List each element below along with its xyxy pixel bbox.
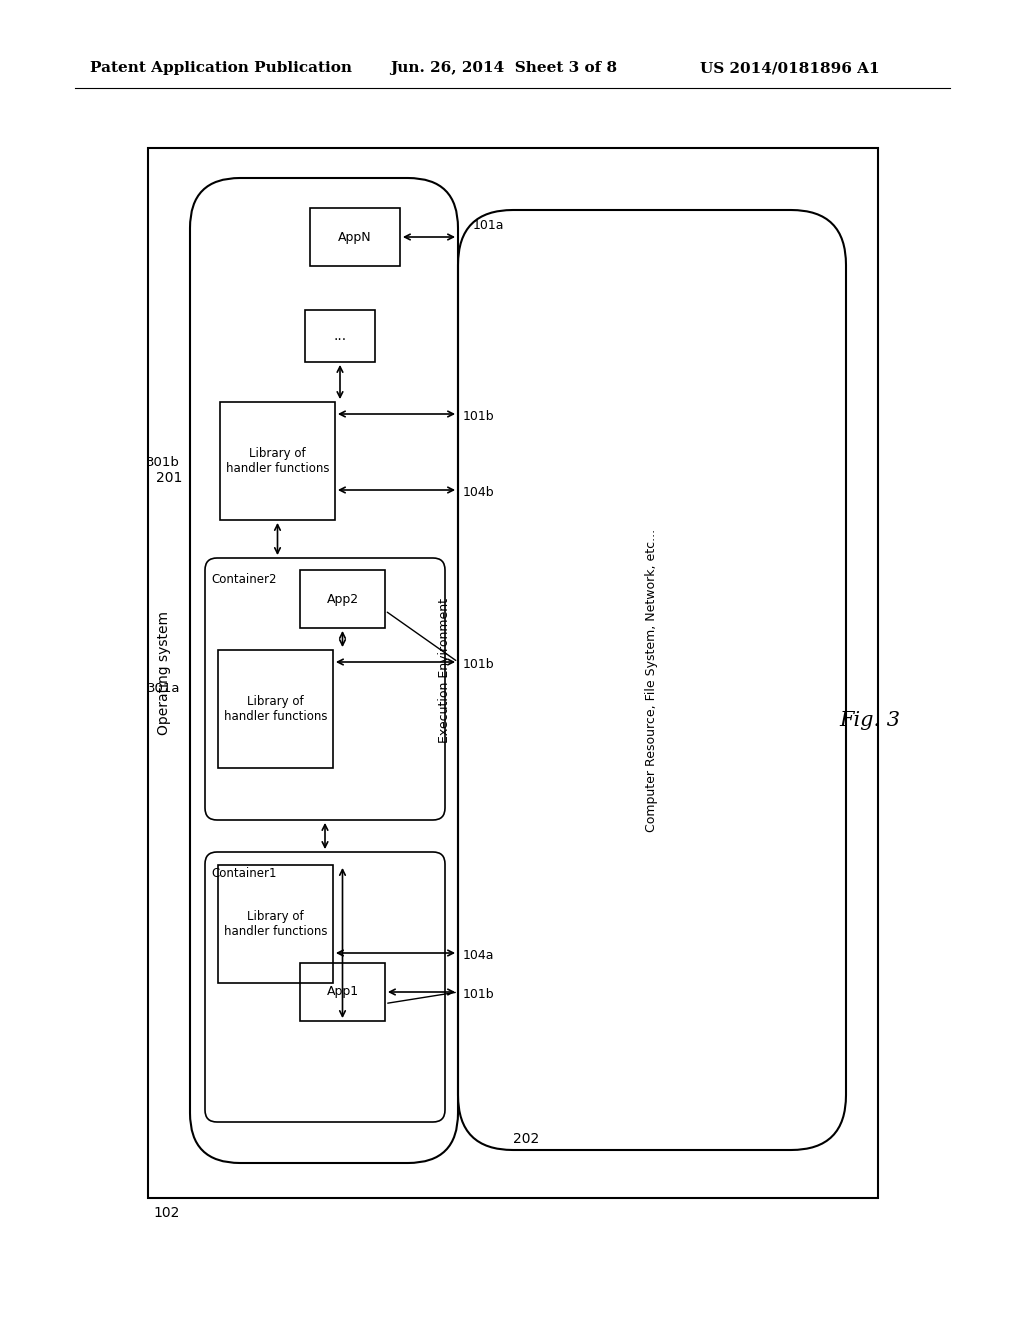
Text: Patent Application Publication: Patent Application Publication: [90, 61, 352, 75]
Bar: [300, 570, 385, 628]
Text: 101a: 101a: [473, 219, 505, 232]
Bar: [148, 148, 878, 1199]
Text: Operating system: Operating system: [157, 611, 171, 735]
Text: 101b: 101b: [463, 411, 495, 422]
Text: Container1: Container1: [211, 867, 276, 880]
Text: 201: 201: [156, 471, 182, 484]
Bar: [218, 649, 333, 768]
Text: App2: App2: [327, 593, 358, 606]
Text: 101b: 101b: [463, 657, 495, 671]
Text: 104b: 104b: [463, 486, 495, 499]
Text: Library of
handler functions: Library of handler functions: [224, 909, 328, 939]
Text: Container2: Container2: [211, 573, 276, 586]
Text: Execution Environment: Execution Environment: [437, 598, 451, 743]
Bar: [220, 403, 335, 520]
Text: 301b: 301b: [146, 455, 180, 469]
Text: 101b: 101b: [463, 987, 495, 1001]
Bar: [300, 964, 385, 1020]
Text: 301a: 301a: [146, 681, 180, 694]
Text: Library of
handler functions: Library of handler functions: [224, 696, 328, 723]
Text: ...: ...: [334, 329, 346, 343]
Text: Computer Resource, File System, Network, etc...: Computer Resource, File System, Network,…: [645, 528, 658, 832]
Text: App1: App1: [327, 986, 358, 998]
Text: AppN: AppN: [338, 231, 372, 243]
Text: 202: 202: [513, 1133, 540, 1146]
Text: Fig. 3: Fig. 3: [840, 710, 900, 730]
Text: US 2014/0181896 A1: US 2014/0181896 A1: [700, 61, 880, 75]
Text: 102: 102: [153, 1206, 179, 1220]
Text: Jun. 26, 2014  Sheet 3 of 8: Jun. 26, 2014 Sheet 3 of 8: [390, 61, 617, 75]
Text: Library of
handler functions: Library of handler functions: [225, 447, 330, 475]
Bar: [310, 209, 400, 267]
Bar: [218, 865, 333, 983]
Text: 104a: 104a: [463, 949, 495, 962]
Bar: [305, 310, 375, 362]
